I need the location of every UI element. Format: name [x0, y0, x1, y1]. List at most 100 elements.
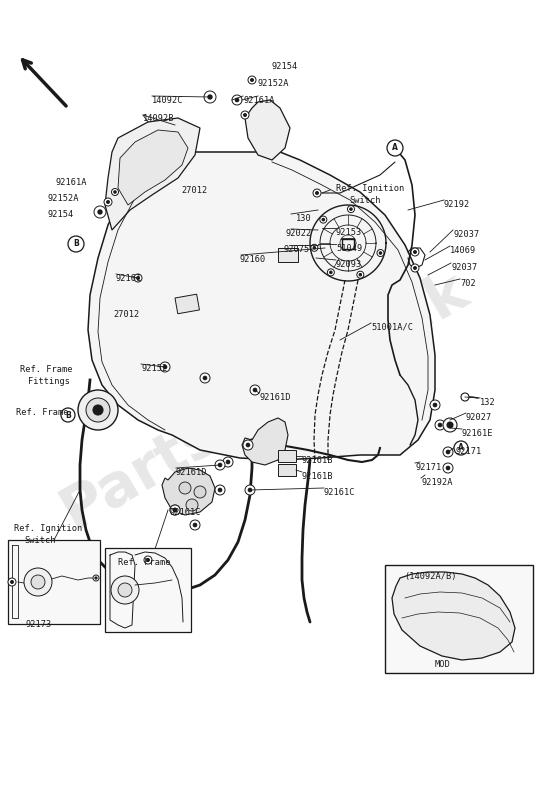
- Circle shape: [377, 250, 384, 257]
- Circle shape: [223, 457, 233, 467]
- Text: 92161C: 92161C: [170, 508, 202, 517]
- Circle shape: [379, 252, 382, 254]
- Circle shape: [78, 390, 118, 430]
- Circle shape: [311, 244, 318, 251]
- Circle shape: [218, 463, 222, 466]
- Circle shape: [10, 581, 13, 583]
- Bar: [278, 248, 298, 262]
- Text: A: A: [458, 443, 464, 453]
- Text: Ref. Frame: Ref. Frame: [16, 408, 68, 417]
- Circle shape: [327, 269, 334, 276]
- Text: (14092A/B): (14092A/B): [404, 572, 456, 581]
- Circle shape: [111, 576, 139, 604]
- Text: Switch: Switch: [24, 536, 56, 545]
- Text: 92161A: 92161A: [243, 96, 274, 105]
- Text: 92161A: 92161A: [56, 178, 88, 187]
- Text: 92027: 92027: [466, 413, 492, 422]
- Circle shape: [106, 201, 110, 203]
- Circle shape: [243, 440, 253, 450]
- Circle shape: [443, 447, 453, 457]
- Text: 92154: 92154: [272, 62, 298, 71]
- Circle shape: [94, 206, 106, 218]
- Text: 92161C: 92161C: [324, 488, 355, 497]
- Polygon shape: [392, 572, 515, 660]
- Text: B: B: [65, 410, 71, 419]
- Circle shape: [144, 556, 152, 564]
- Circle shape: [248, 76, 256, 84]
- Text: 130: 130: [296, 214, 312, 223]
- Circle shape: [208, 95, 212, 99]
- Text: 92154: 92154: [48, 210, 74, 219]
- Circle shape: [348, 206, 354, 213]
- Circle shape: [313, 189, 321, 197]
- Text: 92153: 92153: [336, 228, 362, 237]
- Polygon shape: [242, 418, 288, 465]
- Circle shape: [387, 140, 403, 156]
- Text: 27012: 27012: [113, 310, 139, 319]
- Circle shape: [68, 236, 84, 252]
- Circle shape: [253, 388, 257, 392]
- Text: 92161: 92161: [116, 274, 142, 283]
- Polygon shape: [118, 130, 188, 205]
- Circle shape: [114, 190, 116, 194]
- Bar: [278, 450, 296, 462]
- Bar: [278, 464, 296, 476]
- Text: 92037: 92037: [451, 263, 477, 272]
- Circle shape: [173, 508, 177, 512]
- Circle shape: [190, 520, 200, 530]
- Text: 92022: 92022: [285, 229, 311, 238]
- Circle shape: [98, 210, 102, 214]
- Circle shape: [86, 398, 110, 422]
- Text: MOD: MOD: [435, 660, 451, 669]
- Circle shape: [170, 505, 180, 515]
- Circle shape: [95, 577, 97, 579]
- Circle shape: [134, 274, 142, 282]
- Circle shape: [235, 98, 239, 102]
- Text: 92173: 92173: [26, 620, 52, 629]
- Text: 51049: 51049: [336, 244, 362, 253]
- Polygon shape: [162, 468, 215, 515]
- Text: Ref. Frame: Ref. Frame: [118, 558, 170, 567]
- Bar: [105, 548, 191, 632]
- Circle shape: [93, 575, 99, 581]
- Circle shape: [226, 460, 230, 464]
- Circle shape: [163, 366, 167, 369]
- Circle shape: [194, 486, 206, 498]
- Text: 132: 132: [480, 398, 496, 407]
- Circle shape: [118, 583, 132, 597]
- Circle shape: [447, 422, 453, 428]
- Text: PartsRepublik: PartsRepublik: [51, 260, 478, 540]
- Text: 92152: 92152: [141, 364, 168, 373]
- Text: 92161D: 92161D: [259, 393, 290, 402]
- Text: 14069: 14069: [450, 246, 476, 255]
- Circle shape: [250, 385, 260, 395]
- Bar: [8, 540, 100, 624]
- Circle shape: [430, 400, 440, 410]
- Circle shape: [111, 189, 118, 195]
- Text: 92160: 92160: [240, 255, 266, 264]
- Text: 51001A/C: 51001A/C: [371, 323, 413, 332]
- Text: 92171: 92171: [415, 463, 441, 472]
- Circle shape: [350, 208, 352, 210]
- Circle shape: [173, 508, 177, 512]
- Circle shape: [232, 95, 242, 105]
- Polygon shape: [245, 100, 290, 160]
- Text: A: A: [392, 143, 398, 153]
- Text: 92093: 92093: [336, 260, 362, 269]
- Text: 92192: 92192: [444, 200, 470, 209]
- Text: 92161D: 92161D: [176, 468, 208, 477]
- Circle shape: [454, 441, 468, 455]
- Circle shape: [147, 558, 149, 562]
- Circle shape: [215, 485, 225, 495]
- Polygon shape: [88, 152, 435, 460]
- Circle shape: [322, 218, 325, 221]
- Circle shape: [446, 466, 450, 470]
- Circle shape: [160, 362, 170, 372]
- Text: Fittings: Fittings: [28, 377, 70, 386]
- Circle shape: [359, 274, 361, 276]
- Text: 14092B: 14092B: [143, 114, 175, 123]
- Circle shape: [137, 277, 139, 279]
- Circle shape: [246, 443, 250, 446]
- Text: 27012: 27012: [181, 186, 207, 195]
- Circle shape: [186, 499, 198, 511]
